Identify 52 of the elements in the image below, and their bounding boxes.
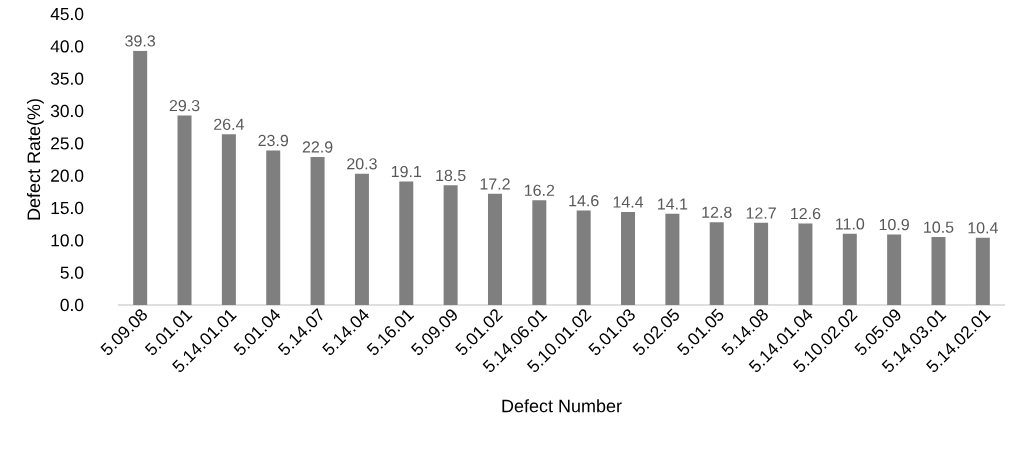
bar (709, 222, 724, 305)
data-label: 23.9 (258, 134, 289, 147)
y-tick-label: 15.0 (51, 201, 84, 215)
bar (266, 150, 281, 305)
data-label: 12.6 (791, 207, 821, 220)
data-label: 10.4 (968, 222, 998, 234)
y-tick-label: 0.0 (60, 298, 84, 312)
data-label: 29.3 (169, 99, 200, 112)
bar (399, 181, 414, 305)
data-label: 12.8 (702, 206, 732, 218)
y-axis-title: Defect Rate(%) (26, 99, 44, 220)
x-axis-title: Defect Number (502, 399, 622, 413)
y-tick-label: 10.0 (51, 234, 84, 247)
bar (621, 211, 636, 305)
data-label: 22.9 (302, 141, 333, 153)
data-label: 20.3 (347, 158, 377, 170)
data-label: 14.1 (658, 198, 688, 210)
bar (754, 222, 769, 305)
bar (487, 193, 502, 305)
bar (443, 185, 458, 305)
bar (310, 156, 325, 305)
bar (842, 233, 857, 305)
data-label: 16.2 (524, 184, 555, 196)
data-label: 39.3 (125, 35, 156, 47)
data-label: 17.2 (480, 178, 510, 190)
bar (221, 134, 236, 305)
data-label: 11.0 (836, 218, 865, 230)
bar (887, 234, 902, 305)
bar (532, 200, 547, 305)
data-label: 19.1 (391, 165, 422, 178)
bar (931, 237, 946, 305)
data-label: 10.5 (924, 221, 954, 233)
bar (665, 213, 680, 305)
y-tick-label: 30.0 (50, 104, 84, 118)
bar (354, 173, 369, 305)
y-tick-label: 20.0 (51, 169, 84, 182)
data-label: 12.7 (746, 207, 776, 219)
bar (133, 50, 148, 305)
bar (177, 115, 192, 305)
bar (576, 210, 591, 305)
y-tick-label: 45.0 (50, 7, 84, 21)
y-tick-label: 5.0 (60, 266, 84, 279)
bar (975, 237, 990, 305)
y-tick-label: 25.0 (51, 137, 84, 150)
data-label: 26.4 (214, 118, 244, 131)
data-label: 14.6 (569, 195, 599, 207)
data-label: 14.4 (613, 196, 644, 208)
bar (798, 223, 813, 305)
y-tick-label: 40.0 (50, 40, 84, 53)
y-tick-label: 35.0 (50, 72, 84, 85)
data-label: 18.5 (436, 169, 466, 182)
data-label: 10.9 (879, 218, 909, 231)
